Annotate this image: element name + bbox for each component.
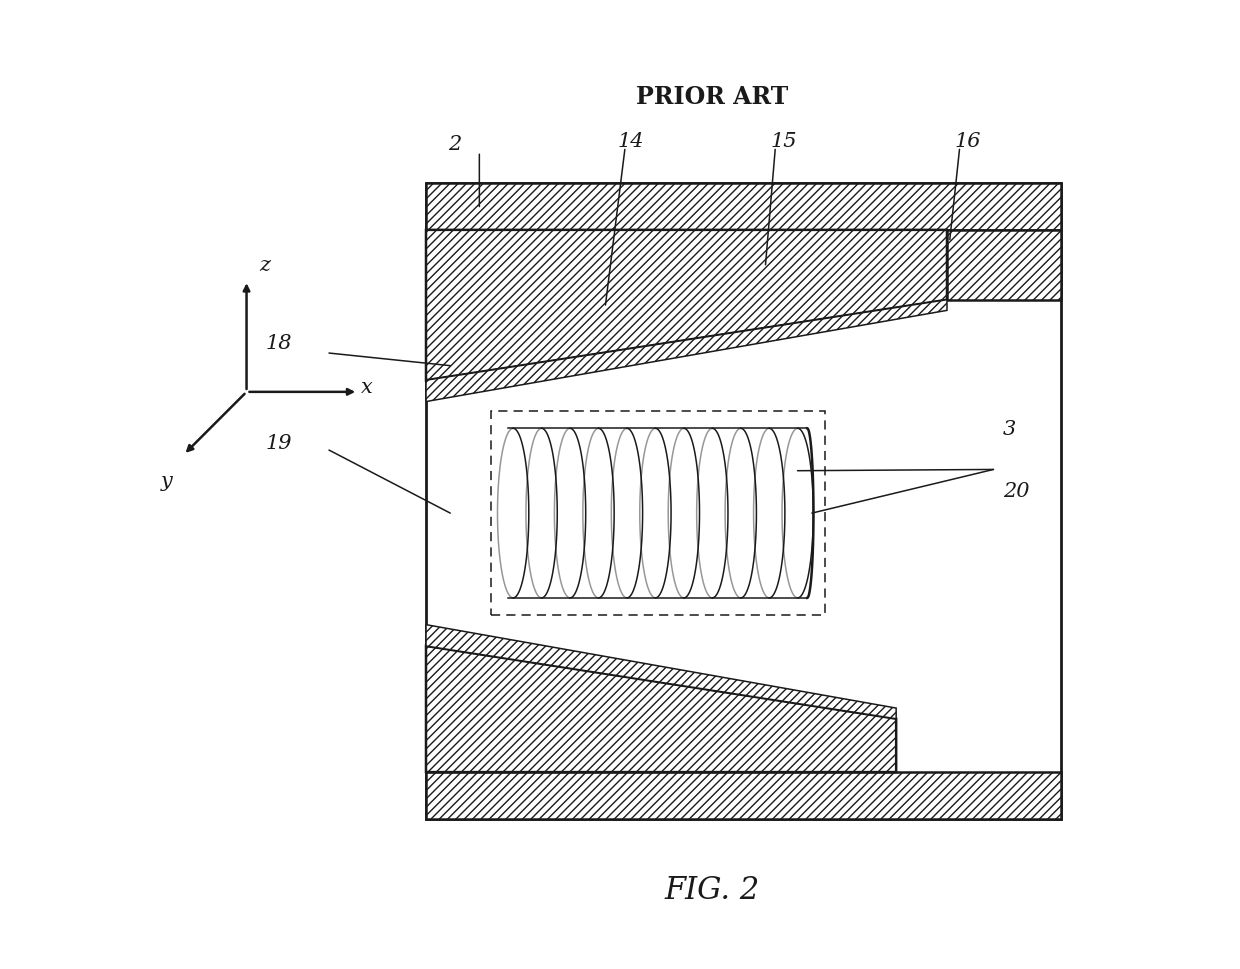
Polygon shape: [427, 231, 947, 381]
Text: x: x: [361, 377, 373, 396]
Text: 15: 15: [770, 133, 797, 151]
Bar: [427, 772, 1061, 819]
Bar: [427, 184, 1061, 819]
Polygon shape: [427, 646, 897, 772]
Polygon shape: [427, 300, 947, 402]
Text: PRIOR ART: PRIOR ART: [636, 85, 789, 109]
Bar: [491, 412, 825, 615]
Text: 20: 20: [1003, 482, 1029, 500]
Bar: [427, 184, 1061, 231]
Text: 2: 2: [449, 136, 461, 154]
Text: 18: 18: [265, 334, 293, 353]
Polygon shape: [947, 231, 1061, 300]
Text: 14: 14: [618, 133, 644, 151]
Text: y: y: [161, 472, 172, 491]
Text: 16: 16: [955, 133, 981, 151]
Polygon shape: [427, 625, 897, 719]
Text: FIG. 2: FIG. 2: [665, 874, 760, 905]
Text: 19: 19: [265, 434, 293, 453]
Text: z: z: [259, 255, 270, 274]
Text: 3: 3: [1003, 420, 1017, 438]
